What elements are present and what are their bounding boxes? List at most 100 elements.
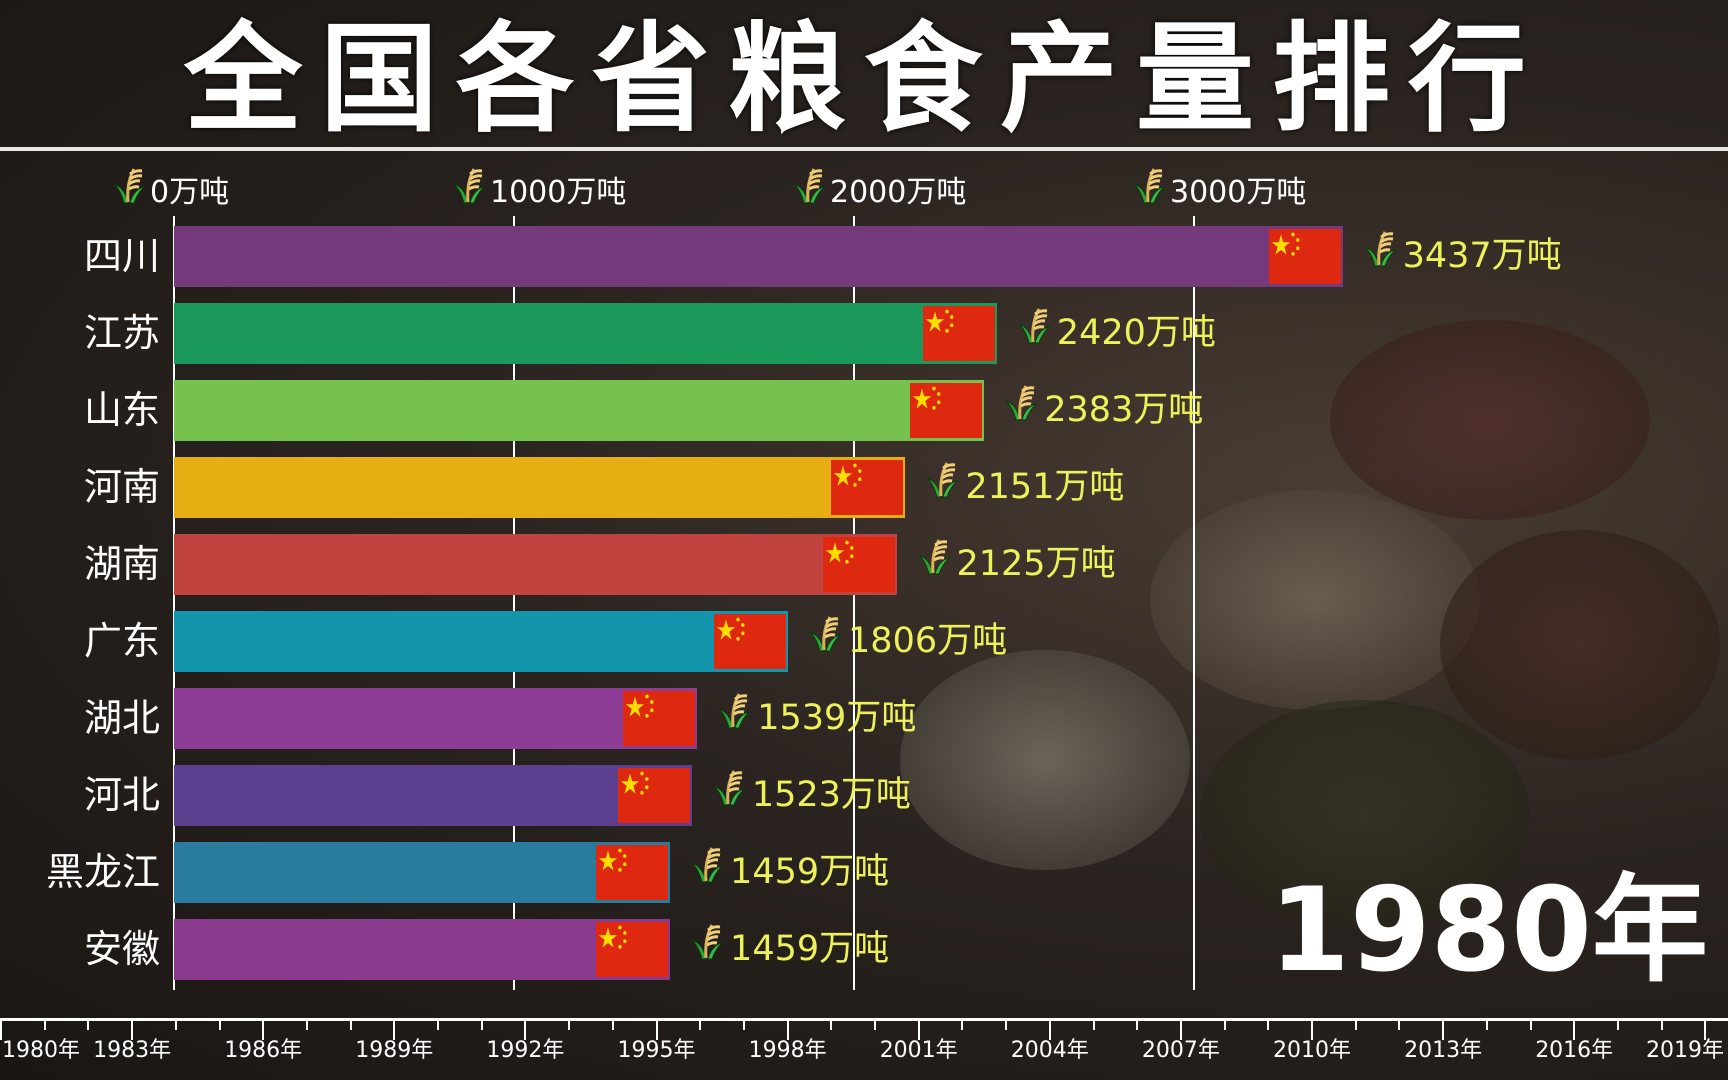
timeline-tick <box>699 1018 702 1030</box>
tick-text: 0万吨 <box>150 175 230 210</box>
timeline-year-label[interactable]: 1995年 <box>617 1038 696 1063</box>
grid-line <box>173 216 175 990</box>
grid-line <box>1193 216 1195 990</box>
rice-plant-icon <box>792 166 826 212</box>
timeline-year-label[interactable]: 2016年 <box>1535 1038 1614 1063</box>
timeline-year-label[interactable]: 1998年 <box>748 1038 827 1063</box>
timeline-year-label[interactable]: 2010年 <box>1273 1038 1351 1063</box>
timeline-year-label[interactable]: 1983年 <box>93 1038 172 1063</box>
china-flag-icon <box>596 922 669 977</box>
timeline-tick <box>1660 1018 1663 1030</box>
category-label: 江苏 <box>83 311 160 355</box>
x-tick-label: 3000万吨 <box>1132 166 1306 212</box>
value-label: 2420万吨 <box>1017 303 1216 364</box>
background-bowl <box>1330 320 1650 520</box>
bar <box>174 688 698 749</box>
timeline-tick <box>349 1018 352 1030</box>
timeline-tick <box>1398 1018 1401 1030</box>
tick-text: 1000万吨 <box>490 175 627 210</box>
rice-plant-icon <box>1004 380 1038 441</box>
timeline-tick <box>917 1018 920 1040</box>
timeline-axis[interactable] <box>0 1018 1728 1021</box>
value-text: 3437万吨 <box>1402 236 1562 276</box>
category-label: 湖南 <box>83 542 160 586</box>
x-tick-label: 1000万吨 <box>452 166 626 212</box>
bar <box>174 457 906 518</box>
timeline-tick <box>437 1018 439 1030</box>
bar <box>174 919 671 980</box>
rice-plant-icon <box>690 919 724 980</box>
value-label: 2383万吨 <box>1004 380 1203 441</box>
timeline-tick <box>961 1018 964 1030</box>
china-flag-icon <box>623 691 696 746</box>
timeline-tick <box>830 1018 833 1030</box>
rice-plant-icon <box>1017 303 1051 364</box>
value-text: 1459万吨 <box>730 852 890 892</box>
timeline-tick <box>1179 1018 1182 1040</box>
bar <box>174 534 897 595</box>
timeline-tick <box>1092 1018 1095 1030</box>
background-bowl <box>1440 530 1720 760</box>
timeline-tick <box>1311 1018 1313 1040</box>
background-bowl <box>1150 490 1480 710</box>
timeline-tick <box>1529 1018 1532 1030</box>
timeline-tick <box>655 1018 658 1040</box>
background-bowl <box>900 650 1190 870</box>
timeline-year-label[interactable]: 1992年 <box>486 1038 565 1063</box>
timeline-tick <box>0 1018 2 1040</box>
timeline-year-label[interactable]: 2013年 <box>1404 1038 1483 1063</box>
x-tick-label: 0万吨 <box>112 166 229 212</box>
timeline-tick <box>611 1018 614 1030</box>
value-label: 2125万吨 <box>917 534 1116 595</box>
tick-text: 2000万吨 <box>830 175 967 210</box>
timeline-year-label[interactable]: 1989年 <box>355 1038 434 1063</box>
timeline-tick <box>393 1018 396 1040</box>
value-label: 1539万吨 <box>717 688 916 749</box>
rice-plant-icon <box>452 166 486 212</box>
value-text: 2125万吨 <box>956 544 1116 584</box>
value-text: 1806万吨 <box>848 621 1008 661</box>
x-tick-label: 2000万吨 <box>792 166 966 212</box>
timeline-tick <box>174 1018 177 1030</box>
timeline-tick <box>1005 1018 1008 1030</box>
timeline-year-label[interactable]: 2004年 <box>1010 1038 1089 1063</box>
timeline-tick <box>1136 1018 1139 1030</box>
rice-plant-icon <box>917 534 951 595</box>
category-label: 四川 <box>83 234 160 278</box>
timeline-year-label[interactable]: 2007年 <box>1141 1038 1220 1063</box>
china-flag-icon <box>922 306 995 361</box>
timeline-tick <box>1485 1018 1488 1030</box>
timeline-tick <box>1223 1018 1226 1030</box>
timeline-tick <box>1442 1018 1445 1040</box>
timeline-year-label[interactable]: 1986年 <box>224 1038 303 1063</box>
timeline-tick <box>786 1018 789 1040</box>
rice-plant-icon <box>712 765 746 826</box>
value-text: 1459万吨 <box>730 929 890 969</box>
value-label: 1459万吨 <box>690 919 889 980</box>
value-label: 2151万吨 <box>925 457 1124 518</box>
rice-plant-icon <box>690 842 724 903</box>
china-flag-icon <box>617 768 690 823</box>
rice-plant-icon <box>112 166 146 212</box>
background-bowl <box>1200 700 1530 930</box>
category-label: 黑龙江 <box>45 850 160 894</box>
timeline-tick <box>1616 1018 1619 1030</box>
rice-plant-icon <box>808 611 842 672</box>
timeline-tick <box>1704 1018 1707 1040</box>
category-label: 山东 <box>83 388 160 432</box>
bar <box>174 611 789 672</box>
timeline-tick <box>524 1018 527 1040</box>
bar <box>174 380 985 441</box>
category-label: 河北 <box>83 773 160 817</box>
china-flag-icon <box>596 845 669 900</box>
china-flag-icon <box>910 383 983 438</box>
value-text: 2383万吨 <box>1044 390 1204 430</box>
timeline-year-label[interactable]: 2019年 <box>1646 1038 1724 1063</box>
timeline-year-label[interactable]: 1980年 <box>2 1038 80 1063</box>
timeline-tick <box>87 1018 90 1030</box>
bar <box>174 765 692 826</box>
timeline-year-label[interactable]: 2001年 <box>879 1038 958 1063</box>
category-label: 安徽 <box>83 927 160 971</box>
rice-plant-icon <box>1363 226 1397 287</box>
